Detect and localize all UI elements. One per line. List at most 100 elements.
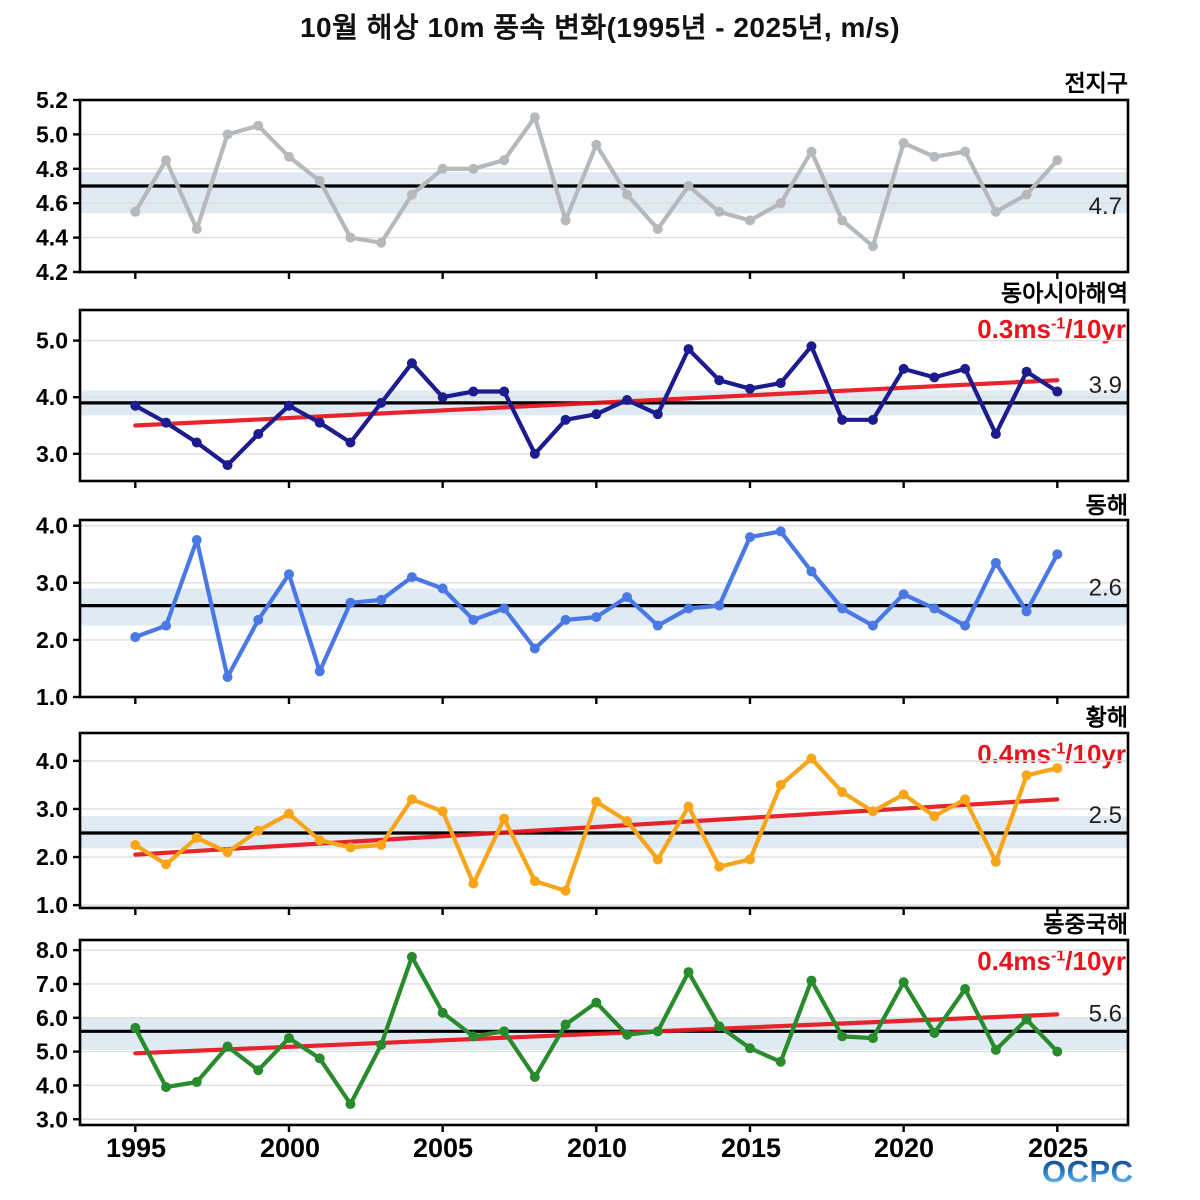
data-point bbox=[560, 215, 571, 226]
y-tick-label: 5.0 bbox=[36, 328, 68, 354]
trend-rate-exponent: -1 bbox=[1050, 739, 1066, 758]
panel-title-global: 전지구 bbox=[1064, 70, 1128, 96]
data-point bbox=[867, 1033, 878, 1044]
data-point bbox=[314, 666, 325, 677]
data-point bbox=[652, 620, 663, 631]
data-point bbox=[468, 614, 479, 625]
data-point bbox=[775, 526, 786, 537]
data-point bbox=[837, 787, 848, 798]
y-tick-label: 4.0 bbox=[36, 513, 68, 539]
data-point bbox=[529, 1071, 540, 1082]
data-point bbox=[744, 1043, 755, 1054]
data-point bbox=[560, 414, 571, 425]
data-point bbox=[406, 794, 417, 805]
y-tick-label: 3.0 bbox=[36, 796, 68, 822]
data-point bbox=[683, 801, 694, 812]
panel-east-china-sea: 8.0 7.0 6.0 5.0 4.0 3.0 5.6 bbox=[36, 937, 1130, 1132]
data-point bbox=[929, 1028, 940, 1039]
data-point bbox=[990, 1044, 1001, 1055]
ocpc-logo: OCPC bbox=[1042, 1154, 1182, 1190]
panel-title-yellow-sea: 황해 bbox=[1085, 704, 1128, 730]
x-axis-label: 2025 bbox=[1027, 1133, 1089, 1163]
data-point bbox=[283, 400, 294, 411]
trend-line bbox=[133, 1012, 1060, 1056]
data-point bbox=[867, 414, 878, 425]
panel-title-east-sea: 동해 bbox=[1085, 492, 1128, 518]
data-point bbox=[437, 392, 448, 403]
data-point bbox=[560, 1019, 571, 1030]
data-point bbox=[130, 1022, 141, 1033]
data-point bbox=[683, 967, 694, 978]
data-point bbox=[960, 794, 971, 805]
data-point bbox=[253, 825, 264, 836]
data-point bbox=[314, 835, 325, 846]
data-point bbox=[253, 120, 264, 131]
data-point bbox=[345, 1099, 356, 1110]
data-point bbox=[683, 344, 694, 355]
data-point bbox=[406, 572, 417, 583]
y-tick-label: 3.0 bbox=[36, 1106, 68, 1132]
y-tick-label: 3.0 bbox=[36, 441, 68, 467]
trend-rate-unit: /10yr bbox=[1065, 314, 1126, 344]
data-point bbox=[130, 400, 141, 411]
y-tick-label: 4.4 bbox=[36, 225, 68, 251]
mean-value-label: 5.6 bbox=[1089, 1000, 1122, 1027]
data-point bbox=[191, 1077, 202, 1088]
data-point bbox=[376, 594, 387, 605]
panel-border bbox=[78, 518, 1130, 699]
data-point bbox=[806, 975, 817, 986]
data-point bbox=[622, 815, 633, 826]
panel-border bbox=[78, 938, 1130, 1127]
y-tick-label: 6.0 bbox=[36, 1005, 68, 1031]
data-point bbox=[714, 600, 725, 611]
data-point bbox=[622, 395, 633, 406]
chart-title: 10월 해상 10m 풍속 변화(1995년 - 2025년, m/s) bbox=[299, 12, 901, 43]
data-point bbox=[1021, 366, 1032, 377]
trend-rate-text: 0.4ms bbox=[977, 739, 1051, 769]
x-axis-label: 2005 bbox=[412, 1133, 474, 1163]
data-point bbox=[529, 448, 540, 459]
x-axis-label: 2020 bbox=[873, 1133, 935, 1163]
data-point bbox=[1021, 606, 1032, 617]
data-point bbox=[683, 181, 694, 191]
data-point bbox=[1052, 386, 1063, 397]
y-tick-label: 5.2 bbox=[36, 87, 68, 113]
panel-east-sea: 4.0 3.0 2.0 1.0 2.6 bbox=[36, 513, 1130, 710]
data-point bbox=[775, 378, 786, 389]
data-point bbox=[468, 1031, 479, 1042]
y-tick-label: 2.0 bbox=[36, 627, 68, 653]
data-point bbox=[806, 753, 817, 764]
data-point bbox=[591, 409, 602, 420]
y-tick-label: 3.0 bbox=[36, 570, 68, 596]
data-point bbox=[283, 151, 294, 162]
data-point bbox=[1021, 1014, 1032, 1025]
data-point bbox=[591, 796, 602, 807]
data-point bbox=[806, 341, 817, 352]
data-point bbox=[314, 1053, 325, 1064]
x-axis-label: 1995 bbox=[105, 1133, 167, 1163]
data-point bbox=[898, 363, 909, 374]
data-point bbox=[468, 386, 479, 397]
data-point bbox=[161, 1082, 172, 1093]
data-point bbox=[714, 206, 725, 217]
data-point bbox=[130, 840, 141, 851]
data-point bbox=[499, 1026, 510, 1037]
y-tick-label: 4.0 bbox=[36, 384, 68, 410]
data-point bbox=[898, 789, 909, 800]
data-point bbox=[898, 977, 909, 988]
y-tick-label: 7.0 bbox=[36, 971, 68, 997]
data-point bbox=[161, 859, 172, 870]
data-point bbox=[744, 215, 755, 226]
data-point bbox=[652, 224, 663, 234]
data-point bbox=[191, 832, 202, 843]
data-point bbox=[376, 397, 387, 408]
data-point bbox=[253, 1065, 264, 1076]
data-point bbox=[191, 534, 202, 545]
data-point bbox=[529, 112, 540, 123]
data-point bbox=[622, 189, 633, 200]
data-point bbox=[744, 532, 755, 543]
data-point bbox=[898, 589, 909, 600]
data-point bbox=[560, 885, 571, 896]
data-point bbox=[990, 206, 1001, 217]
